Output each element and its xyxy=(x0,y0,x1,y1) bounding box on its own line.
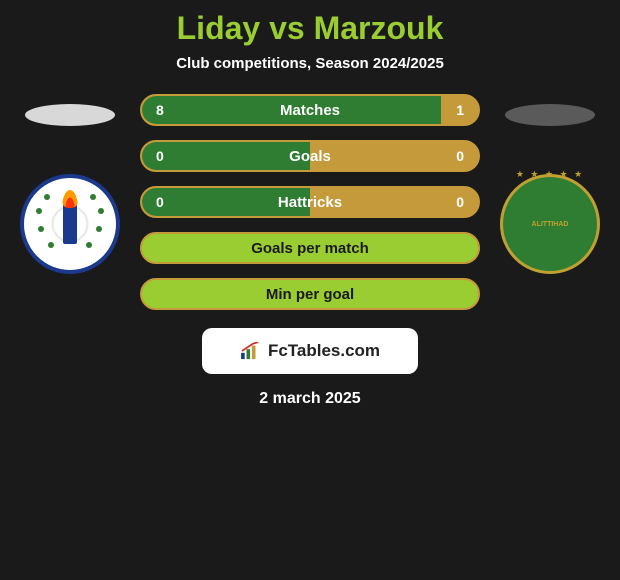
stat-bar: 81Matches xyxy=(140,94,480,126)
left-player-column xyxy=(20,94,120,274)
flame-icon xyxy=(62,190,78,208)
wreath-dot-icon xyxy=(98,208,104,214)
left-club-badge-inner xyxy=(32,186,108,262)
stat-bar-label: Goals per match xyxy=(142,240,478,257)
wreath-dot-icon xyxy=(44,194,50,200)
source-logo-text: FcTables.com xyxy=(268,341,380,361)
stat-bars: 81Matches 00Goals 00Hattricks Goals per mat… xyxy=(140,94,480,310)
wreath-dot-icon xyxy=(90,194,96,200)
left-club-badge xyxy=(20,174,120,274)
stat-bar-label: Hattricks xyxy=(142,194,478,211)
chart-icon xyxy=(240,342,262,360)
wreath-dot-icon xyxy=(36,208,42,214)
stat-bar: 00Hattricks xyxy=(140,186,480,218)
wreath-dot-icon xyxy=(38,226,44,232)
date-text: 2 march 2025 xyxy=(259,390,360,408)
comparison-card: Liday vs Marzouk Club competitions, Seas… xyxy=(0,0,620,408)
left-player-silhouette xyxy=(25,104,115,126)
stat-bar: Min per goal xyxy=(140,278,480,310)
main-area: 81Matches 00Goals 00Hattricks Goals per mat… xyxy=(0,94,620,310)
right-club-badge-inner: ALITTIHAD xyxy=(519,193,581,255)
subtitle: Club competitions, Season 2024/2025 xyxy=(176,55,444,72)
stat-bar-label: Matches xyxy=(142,102,478,119)
wreath-dot-icon xyxy=(48,242,54,248)
badge-stars-icon: ★ ★ ★ ★ ★ xyxy=(500,169,600,180)
right-club-badge: ★ ★ ★ ★ ★ ALITTIHAD xyxy=(500,174,600,274)
right-player-silhouette xyxy=(505,104,595,126)
right-club-name: ALITTIHAD xyxy=(532,221,569,228)
stat-bar-label: Min per goal xyxy=(142,286,478,303)
torch-icon xyxy=(63,204,77,244)
wreath-dot-icon xyxy=(96,226,102,232)
page-title: Liday vs Marzouk xyxy=(177,10,444,47)
stat-bar: 00Goals xyxy=(140,140,480,172)
source-logo-box: FcTables.com xyxy=(202,328,418,374)
right-player-column: ★ ★ ★ ★ ★ ALITTIHAD xyxy=(500,94,600,274)
wreath-dot-icon xyxy=(86,242,92,248)
stat-bar: Goals per match xyxy=(140,232,480,264)
stat-bar-label: Goals xyxy=(142,148,478,165)
